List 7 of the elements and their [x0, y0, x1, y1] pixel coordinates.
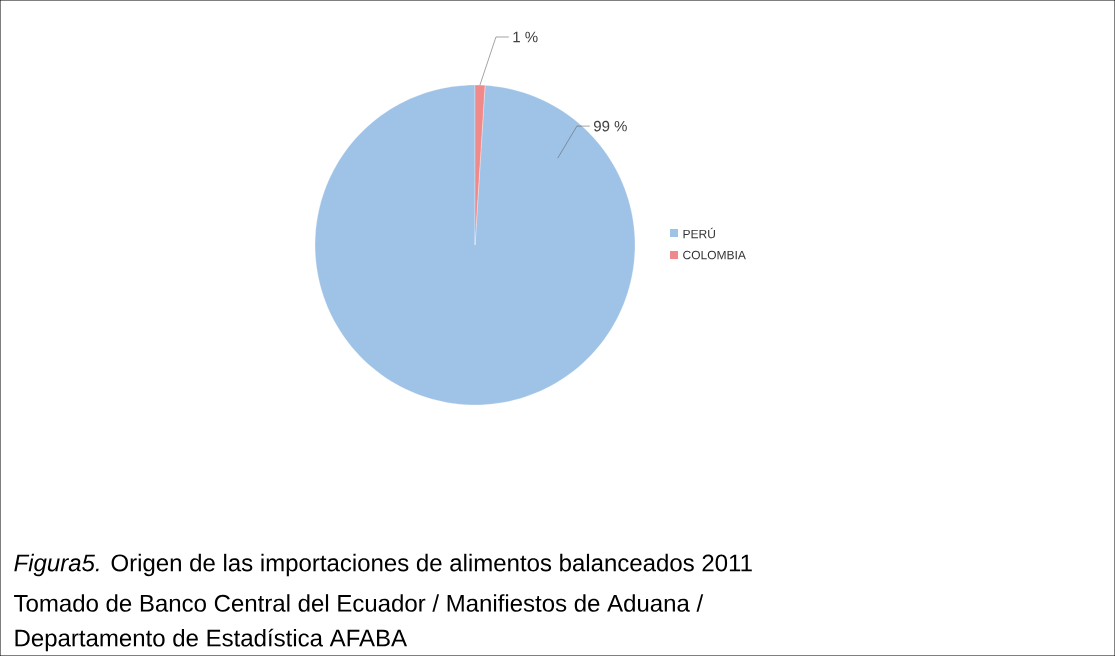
- legend-label: PERÚ: [683, 227, 715, 239]
- legend-label: COLOMBIA: [683, 250, 746, 260]
- data-label: 1 %: [513, 31, 538, 43]
- text: Departamento de Estadística AFABA: [15, 628, 408, 652]
- text: Tomado de Banco Central del Ecuador / Manifiestos de Aduana /: [14, 594, 704, 612]
- data-label: 99 %: [593, 120, 627, 132]
- text: Figura5. Origen de las importaciones de alimentos balanceados 2011: [14, 553, 752, 577]
